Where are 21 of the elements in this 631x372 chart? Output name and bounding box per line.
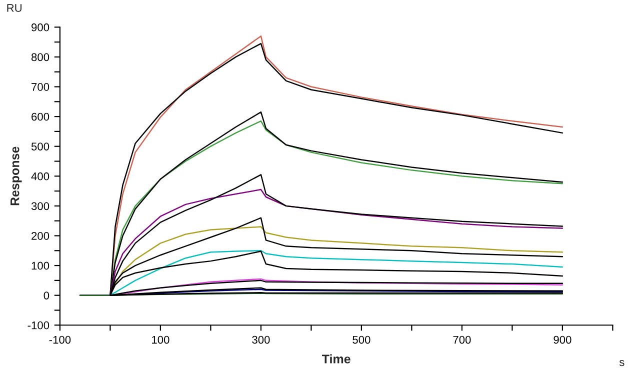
y-tick-label: 300	[31, 202, 50, 210]
y-tick-label: 400	[31, 172, 50, 180]
y-tick-label: 600	[32, 112, 50, 121]
y-tick-label: -100	[28, 321, 50, 330]
x-tick-label: 300	[252, 336, 270, 344]
text: s	[619, 360, 624, 366]
y-tick-label: 200	[32, 232, 50, 240]
x-tick-label: -100	[49, 336, 71, 344]
x-axis-title: Time	[322, 354, 350, 364]
y-tick-label: 500	[31, 142, 50, 150]
text: RU	[7, 4, 22, 12]
y-tick-label: 800	[31, 53, 50, 62]
y-tick-label: 0	[44, 292, 50, 300]
y-tick-label: 900	[32, 23, 50, 32]
y-tick-label: 700	[32, 83, 50, 91]
x-tick-label: 900	[554, 336, 572, 344]
x-tick-label: 700	[453, 336, 471, 344]
y-tick-label: 100	[32, 262, 50, 270]
y-axis-title: Response	[10, 146, 22, 206]
x-tick-label: 500	[352, 336, 370, 344]
x-tick-label: 100	[152, 336, 170, 344]
